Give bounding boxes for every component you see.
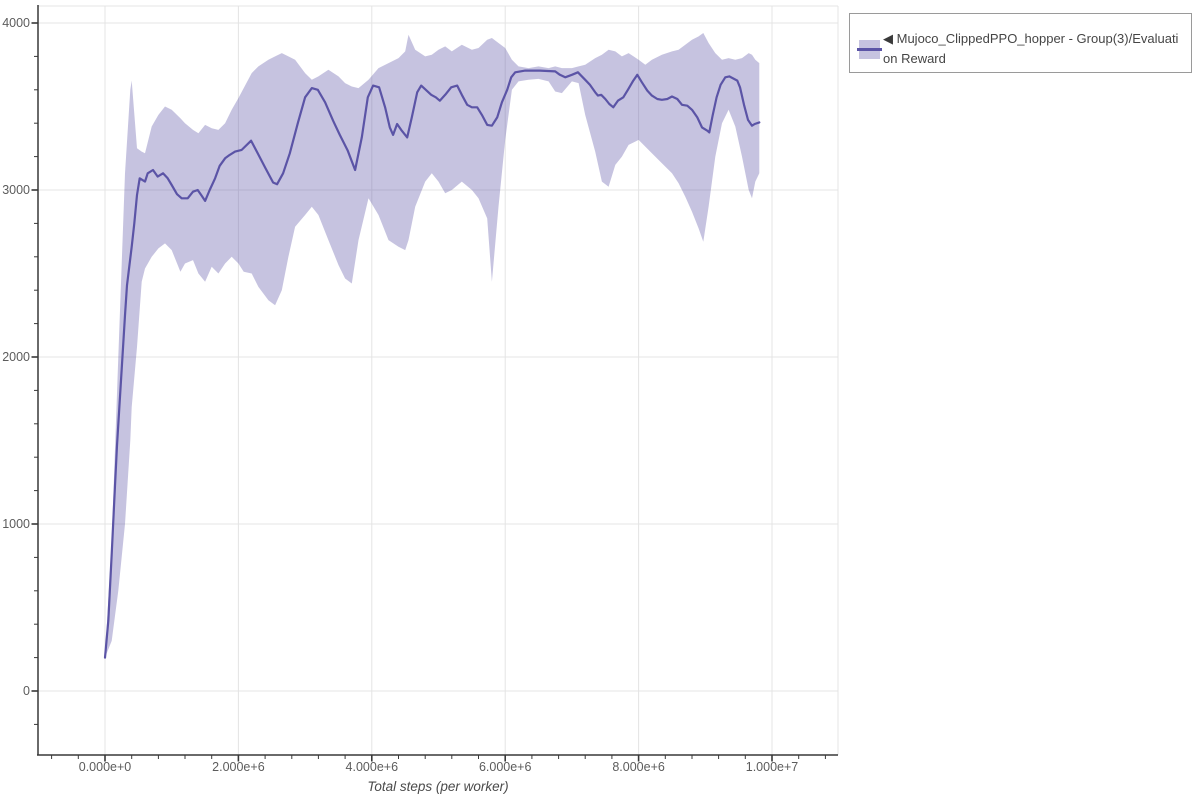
- mean-reward-line: [103, 69, 761, 659]
- legend-swatch: [857, 40, 882, 59]
- collapse-arrow-icon: ◀: [883, 31, 893, 46]
- x-tick-label: 6.000e+6: [479, 760, 532, 774]
- x-axis-title: Total steps (per worker): [367, 779, 508, 794]
- x-tick-label: 0.000e+0: [79, 760, 132, 774]
- plot-frame: [37, 5, 839, 756]
- x-tick-label: 1.000e+7: [746, 760, 799, 774]
- y-tick-label: 2000: [2, 350, 30, 364]
- y-tick-label: 4000: [2, 16, 30, 30]
- legend-series-name: Mujoco_ClippedPPO_hopper - Group(3)/Eval…: [883, 31, 1179, 66]
- x-axis-ticks: [51, 755, 826, 762]
- confidence-band: [105, 33, 760, 658]
- gridlines: [38, 6, 838, 755]
- legend-label: ◀ Mujoco_ClippedPPO_hopper - Group(3)/Ev…: [883, 29, 1185, 68]
- x-tick-label: 4.000e+6: [346, 760, 399, 774]
- y-axis-ticks: [31, 22, 38, 725]
- y-tick-label: 1000: [2, 517, 30, 531]
- y-tick-label: 3000: [2, 183, 30, 197]
- legend-entry-evaluation-reward[interactable]: ◀ Mujoco_ClippedPPO_hopper - Group(3)/Ev…: [850, 14, 1191, 72]
- x-tick-label: 8.000e+6: [612, 760, 665, 774]
- x-tick-label: 2.000e+6: [212, 760, 265, 774]
- legend-line-swatch: [857, 48, 882, 51]
- y-tick-label: 0: [23, 684, 30, 698]
- legend-box: ◀ Mujoco_ClippedPPO_hopper - Group(3)/Ev…: [849, 13, 1192, 73]
